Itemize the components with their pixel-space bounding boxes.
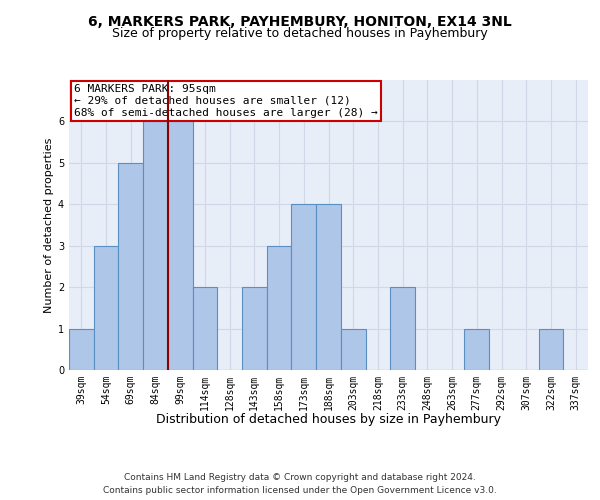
Bar bbox=[539, 328, 563, 370]
Bar bbox=[69, 328, 94, 370]
Text: Contains HM Land Registry data © Crown copyright and database right 2024.
Contai: Contains HM Land Registry data © Crown c… bbox=[103, 474, 497, 495]
Bar bbox=[168, 122, 193, 370]
Bar bbox=[341, 328, 365, 370]
X-axis label: Distribution of detached houses by size in Payhembury: Distribution of detached houses by size … bbox=[156, 413, 501, 426]
Bar bbox=[143, 122, 168, 370]
Text: Size of property relative to detached houses in Payhembury: Size of property relative to detached ho… bbox=[112, 28, 488, 40]
Bar bbox=[464, 328, 489, 370]
Bar bbox=[118, 163, 143, 370]
Text: 6 MARKERS PARK: 95sqm
← 29% of detached houses are smaller (12)
68% of semi-deta: 6 MARKERS PARK: 95sqm ← 29% of detached … bbox=[74, 84, 378, 117]
Bar bbox=[242, 287, 267, 370]
Bar bbox=[292, 204, 316, 370]
Y-axis label: Number of detached properties: Number of detached properties bbox=[44, 138, 54, 312]
Bar bbox=[267, 246, 292, 370]
Bar bbox=[193, 287, 217, 370]
Text: 6, MARKERS PARK, PAYHEMBURY, HONITON, EX14 3NL: 6, MARKERS PARK, PAYHEMBURY, HONITON, EX… bbox=[88, 15, 512, 29]
Bar bbox=[94, 246, 118, 370]
Bar bbox=[390, 287, 415, 370]
Bar bbox=[316, 204, 341, 370]
